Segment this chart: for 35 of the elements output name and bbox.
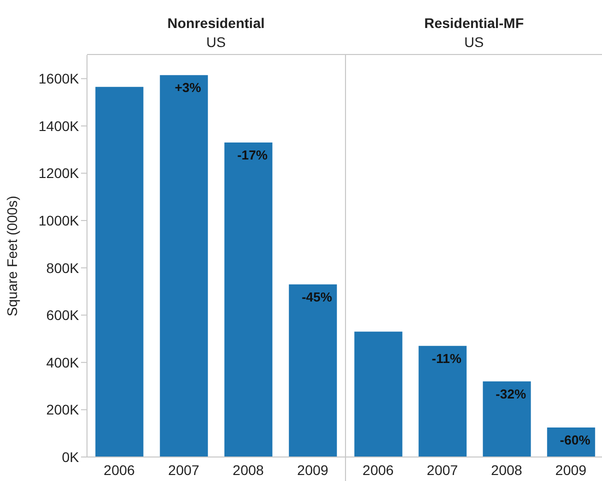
y-tick-label: 1600K	[38, 70, 80, 87]
bar	[288, 284, 337, 457]
x-tick-label: 2007	[168, 462, 200, 478]
x-tick-label: 2009	[297, 462, 329, 478]
chart-title: Nonresidential	[166, 14, 266, 32]
y-tick-label: 800K	[46, 260, 80, 276]
y-axis-title: Square Feet (000s)	[4, 196, 20, 316]
bar	[482, 381, 531, 457]
y-tick-label: 200K	[46, 402, 80, 418]
annotation: -60%	[560, 432, 591, 448]
bar	[160, 75, 208, 457]
y-tick-label: 1000K	[38, 212, 80, 228]
y-tick-label: 1200K	[38, 165, 80, 182]
bar	[418, 346, 467, 457]
bar	[224, 142, 272, 457]
bar	[354, 332, 402, 457]
annotation: -32%	[496, 386, 526, 402]
x-tick-label: 2008	[491, 462, 522, 478]
x-tick-label: 2009	[555, 462, 587, 478]
annotation: -11%	[432, 350, 462, 366]
bar	[95, 86, 144, 457]
x-tick-label: 2007	[426, 462, 458, 478]
annotation: -45%	[302, 289, 332, 304]
annotation: +3%	[174, 80, 202, 96]
chart-subtitle: US	[205, 33, 227, 52]
y-tick-label: 1400K	[38, 118, 80, 134]
y-tick-label: 400K	[46, 354, 80, 370]
y-tick-label: 600K	[46, 307, 80, 324]
chart-title: Residential-MF	[423, 14, 525, 32]
x-tick-label: 2008	[232, 462, 264, 478]
y-tick-label: 0K	[62, 448, 80, 465]
x-tick-label: 2006	[362, 462, 394, 478]
x-tick-label: 2006	[104, 462, 136, 478]
annotation: -17%	[237, 147, 268, 162]
chart-subtitle: US	[463, 33, 485, 52]
